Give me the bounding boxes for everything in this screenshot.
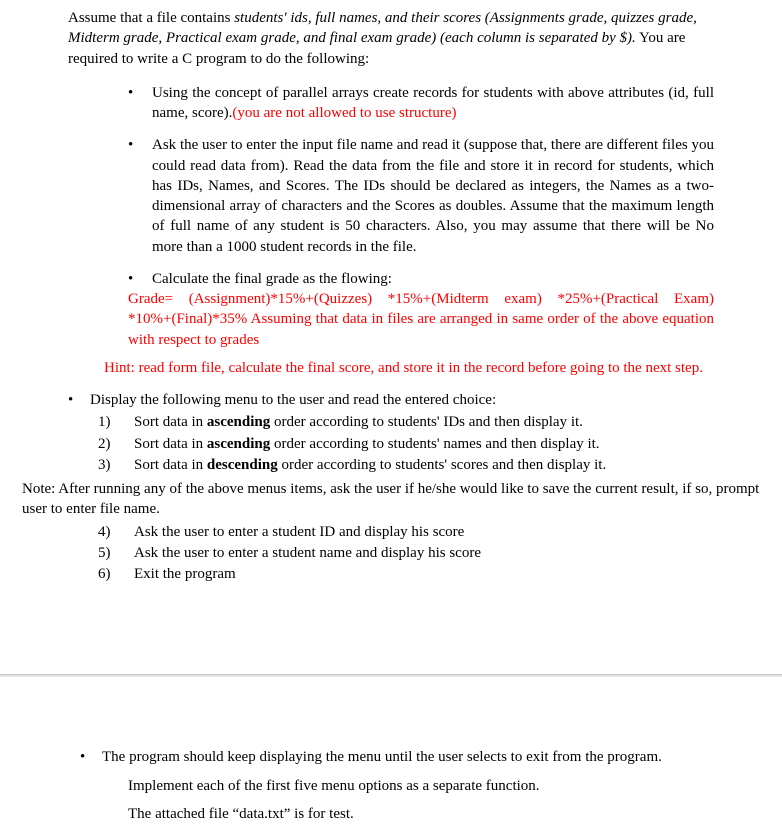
menu-intro-bullet: • Display the following menu to the user… [22,390,760,410]
bullet-calculate-grade: • Calculate the final grade as the flowi… [128,269,714,350]
menu-section: • Display the following menu to the user… [0,390,782,584]
bullet-parallel-arrays: • Using the concept of parallel arrays c… [128,83,714,124]
menu-item-3: 3) Sort data in descending order accordi… [98,455,760,475]
menu-item-2: 2) Sort data in ascending order accordin… [98,434,760,454]
bullet-icon: • [128,135,133,155]
footer-section: • The program should keep displaying the… [0,747,782,824]
menu-text: Ask the user to enter a student name and… [134,543,481,563]
document-page: Assume that a file contains students' id… [0,0,782,824]
menu-text: Exit the program [134,564,236,584]
footer-line-3: The attached file “data.txt” is for test… [22,804,760,824]
bullet-icon: • [128,269,133,289]
hint-text: Hint: read form file, calculate the fina… [68,358,714,378]
bullet-icon: • [80,747,85,767]
menu-num: 3) [98,455,134,475]
menu-item-5: 5) Ask the user to enter a student name … [98,543,760,563]
menu-options-1-3: 1) Sort data in ascending order accordin… [22,412,760,475]
page-divider [0,674,782,677]
menu-item-4: 4) Ask the user to enter a student ID an… [98,522,760,542]
menu-note: Note: After running any of the above men… [22,479,760,520]
bullet3-lead: Calculate the final grade as the flowing… [152,271,392,287]
menu-text: Sort data in descending order according … [134,455,606,475]
intro-paragraph: Assume that a file contains students' id… [68,8,714,69]
menu-intro-text: Display the following menu to the user a… [90,392,496,408]
menu-options-4-6: 4) Ask the user to enter a student ID an… [22,522,760,585]
menu-num: 5) [98,543,134,563]
page-divider-wrap [0,674,782,677]
requirements-list: • Using the concept of parallel arrays c… [68,83,714,350]
bullet-read-file: • Ask the user to enter the input file n… [128,135,714,257]
grade-formula-block: Grade= (Assignment)*15%+(Quizzes) *15%+(… [92,289,714,350]
bullet-icon: • [128,83,133,103]
footer-line-2: Implement each of the first five menu op… [22,776,760,796]
footer-bullet: • The program should keep displaying the… [22,747,760,767]
intro-section: Assume that a file contains students' id… [0,8,782,378]
menu-text: Sort data in ascending order according t… [134,434,600,454]
menu-num: 6) [98,564,134,584]
footer-b1: The program should keep displaying the m… [102,749,662,765]
bullet2-text: Ask the user to enter the input file nam… [152,137,714,254]
grade-formula: Grade= (Assignment)*15%+(Quizzes) *15%+(… [128,289,714,348]
menu-num: 1) [98,412,134,432]
menu-item-6: 6) Exit the program [98,564,760,584]
menu-text: Ask the user to enter a student ID and d… [134,522,464,542]
menu-text: Sort data in ascending order according t… [134,412,583,432]
menu-item-1: 1) Sort data in ascending order accordin… [98,412,760,432]
intro-prefix: Assume that a file contains [68,10,234,26]
bullet-icon: • [68,390,73,410]
menu-num: 2) [98,434,134,454]
bullet1-red: (you are not allowed to use structure) [232,105,456,121]
menu-num: 4) [98,522,134,542]
